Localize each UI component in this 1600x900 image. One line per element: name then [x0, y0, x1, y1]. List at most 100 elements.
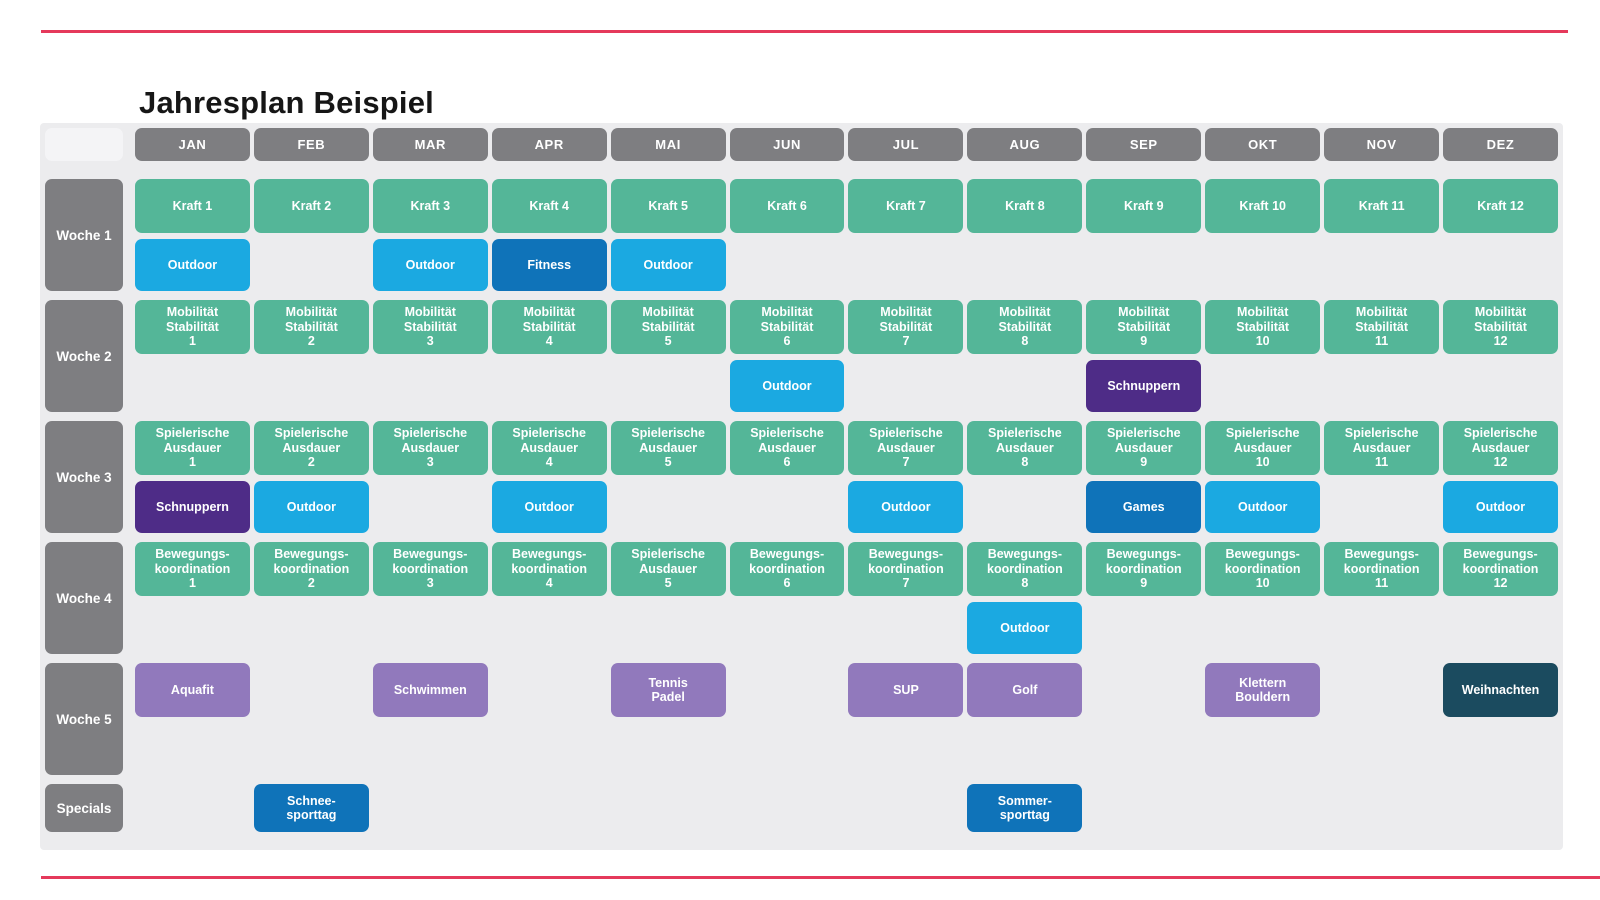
plan-subcell: Outdoor — [372, 239, 488, 291]
top-divider-rule — [41, 30, 1568, 33]
plan-subcell: Outdoor — [1205, 481, 1321, 533]
month-slot: Schwimmen — [372, 663, 488, 775]
plan-cell: Kraft 4 — [491, 179, 607, 233]
plan-cell: Mobilität Stabilität 12 — [1443, 300, 1558, 354]
plan-subcell: Schnuppern — [135, 481, 250, 533]
month-header: APR — [491, 128, 607, 161]
week-label: Woche 3 — [45, 421, 123, 533]
plan-subcell: Outdoor — [610, 239, 726, 291]
week-band: Woche 1 Kraft 1 Outdoor Kraft 2 Kraft 3 Outdo… — [45, 179, 1558, 291]
plan-cell: Golf — [967, 663, 1083, 717]
month-slot — [1086, 784, 1201, 832]
month-slot: Spielerische Ausdauer 4 Outdoor — [491, 421, 607, 533]
plan-cell: Bewegungs- koordination 6 — [729, 542, 845, 596]
plan-cell: Tennis Padel — [610, 663, 726, 717]
month-header: MAR — [372, 128, 488, 161]
month-slot: Mobilität Stabilität 2 — [253, 300, 369, 412]
plan-subcell: Schnuppern — [1086, 360, 1202, 412]
plan-cell: Kraft 8 — [967, 179, 1083, 233]
month-slot: Mobilität Stabilität 3 — [372, 300, 488, 412]
plan-subcell: Outdoor — [848, 481, 964, 533]
plan-cell: Spielerische Ausdauer 6 — [729, 421, 845, 475]
month-slot: SUP — [848, 663, 964, 775]
month-slot: Kraft 5 Outdoor — [610, 179, 726, 291]
month-slot: Bewegungs- koordination 12 — [1443, 542, 1558, 654]
month-slot: Kraft 10 — [1205, 179, 1321, 291]
month-slot: Spielerische Ausdauer 10 Outdoor — [1205, 421, 1321, 533]
month-slot: Mobilität Stabilität 9 Schnuppern — [1086, 300, 1202, 412]
plan-cell: Mobilität Stabilität 1 — [135, 300, 250, 354]
month-header: JAN — [135, 128, 250, 161]
plan-cell: Spielerische Ausdauer 3 — [372, 421, 488, 475]
plan-cell: Spielerische Ausdauer 8 — [967, 421, 1083, 475]
month-slot: Mobilität Stabilität 6 Outdoor — [729, 300, 845, 412]
plan-cell: Bewegungs- koordination 8 — [967, 542, 1083, 596]
month-slot: Kraft 3 Outdoor — [372, 179, 488, 291]
plan-table: JAN FEB MAR APR MAI JUN JUL AUG SEP OKT NOV DEZ Woch… — [40, 123, 1563, 850]
plan-cell: Mobilität Stabilität 4 — [491, 300, 607, 354]
plan-cell: Kraft 10 — [1205, 179, 1321, 233]
month-slot: Bewegungs- koordination 8 Outdoor — [967, 542, 1083, 654]
month-slot: Spielerische Ausdauer 11 — [1324, 421, 1440, 533]
plan-subcell: Outdoor — [967, 602, 1083, 654]
week-label: Woche 1 — [45, 179, 123, 291]
plan-cell: Bewegungs- koordination 11 — [1324, 542, 1440, 596]
month-slot: Spielerische Ausdauer 8 — [967, 421, 1083, 533]
plan-subcell: Outdoor — [253, 481, 369, 533]
month-slot — [1086, 663, 1201, 775]
plan-cell: Spielerische Ausdauer 2 — [253, 421, 369, 475]
month-slot: Kraft 4 Fitness — [491, 179, 607, 291]
month-slot: Kraft 9 — [1086, 179, 1202, 291]
plan-cell: Kraft 6 — [729, 179, 845, 233]
month-slot: Bewegungs- koordination 9 — [1086, 542, 1202, 654]
plan-subcell: Outdoor — [729, 360, 845, 412]
month-slot — [848, 784, 963, 832]
month-slot: Bewegungs- koordination 1 — [135, 542, 250, 654]
week-band: Woche 3 Spielerische Ausdauer 1 Schnuppern… — [45, 421, 1558, 533]
month-header: OKT — [1205, 128, 1321, 161]
month-slot — [373, 784, 488, 832]
month-slot: Golf — [967, 663, 1083, 775]
month-header-row: JAN FEB MAR APR MAI JUN JUL AUG SEP OKT NOV DEZ — [45, 128, 1558, 161]
plan-cell: Schwimmen — [372, 663, 488, 717]
plan-cell: Kraft 3 — [372, 179, 488, 233]
plan-cell: Mobilität Stabilität 9 — [1086, 300, 1202, 354]
week-band: Woche 5 Aquafit Schwimmen Tennis Padel SUP Go… — [45, 663, 1558, 775]
plan-cell: Kraft 7 — [848, 179, 964, 233]
month-slot: Bewegungs- koordination 3 — [372, 542, 488, 654]
bottom-divider-rule — [41, 876, 1600, 879]
plan-cell: Spielerische Ausdauer 10 — [1205, 421, 1321, 475]
plan-cell: Spielerische Ausdauer 5 — [610, 421, 726, 475]
month-slot: Spielerische Ausdauer 5 — [610, 542, 726, 654]
month-slot: Aquafit — [135, 663, 250, 775]
month-slot: Schnee- sporttag — [253, 784, 369, 832]
plan-cell: Bewegungs- koordination 10 — [1205, 542, 1321, 596]
month-slot — [1205, 784, 1320, 832]
month-slot: Spielerische Ausdauer 6 — [729, 421, 845, 533]
week-label: Woche 4 — [45, 542, 123, 654]
month-slot — [1443, 784, 1558, 832]
month-header: JUL — [848, 128, 964, 161]
month-slot: Bewegungs- koordination 2 — [253, 542, 369, 654]
month-slot: Kraft 1 Outdoor — [135, 179, 250, 291]
month-slot: Bewegungs- koordination 4 — [491, 542, 607, 654]
month-slot: Kraft 11 — [1324, 179, 1440, 291]
plan-subcell: Outdoor — [135, 239, 250, 291]
month-slot — [492, 663, 607, 775]
month-slot — [254, 663, 369, 775]
week-label: Woche 5 — [45, 663, 123, 775]
plan-cell: Spielerische Ausdauer 9 — [1086, 421, 1202, 475]
month-slot: Spielerische Ausdauer 1 Schnuppern — [135, 421, 250, 533]
month-slot — [1324, 663, 1439, 775]
month-slot: Mobilität Stabilität 12 — [1443, 300, 1558, 412]
corner-cell — [45, 128, 123, 161]
month-slot — [611, 784, 726, 832]
page-title: Jahresplan Beispiel — [139, 84, 434, 120]
month-slot: Mobilität Stabilität 5 — [610, 300, 726, 412]
plan-cell: Klettern Bouldern — [1205, 663, 1321, 717]
plan-cell: Spielerische Ausdauer 12 — [1443, 421, 1558, 475]
month-header: FEB — [253, 128, 369, 161]
plan-cell: Spielerische Ausdauer 7 — [848, 421, 964, 475]
week-band: Woche 2 Mobilität Stabilität 1 Mobilität S… — [45, 300, 1558, 412]
month-slot — [135, 784, 250, 832]
